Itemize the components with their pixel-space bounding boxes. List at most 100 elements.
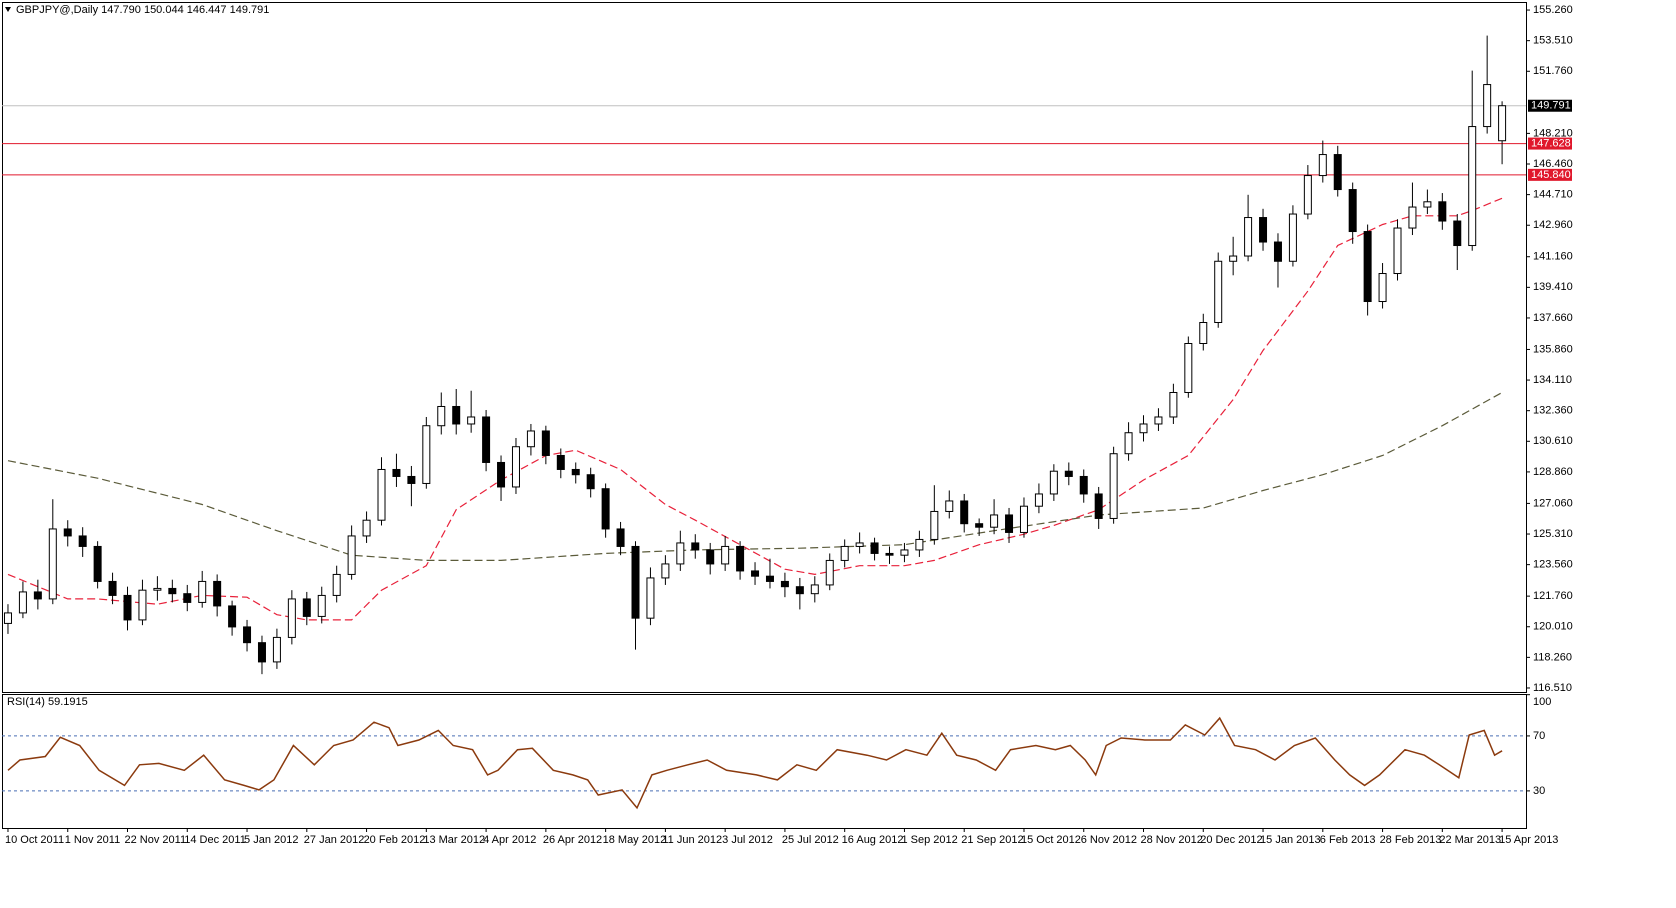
candle-body [1124, 432, 1133, 455]
x-tick-label: 15 Jan 2013 [1260, 834, 1321, 846]
rsi-tick-label: 30 [1533, 785, 1545, 797]
candle-body [1498, 105, 1507, 142]
candle-body [1094, 493, 1103, 519]
chart-header: GBPJPY@,Daily 147.790 150.044 146.447 14… [16, 4, 269, 16]
candle-body [33, 591, 42, 600]
x-tick-label: 15 Apr 2013 [1499, 834, 1558, 846]
x-tick-label: 21 Sep 2012 [961, 834, 1023, 846]
candle-body [422, 425, 431, 484]
y-tick-label: 116.510 [1533, 682, 1572, 694]
candle-body [676, 542, 685, 565]
level-label: 149.791 [1531, 100, 1571, 112]
candle-body [571, 468, 580, 476]
y-tick-label: 125.310 [1533, 528, 1573, 540]
candle-body [302, 598, 311, 617]
candle-body [1229, 255, 1238, 262]
x-tick-label: 14 Dec 2011 [184, 834, 246, 846]
y-tick-label: 120.010 [1533, 621, 1573, 633]
candle-body [885, 552, 894, 556]
candle-body [646, 577, 655, 619]
candle-body [78, 535, 87, 547]
candle-body [272, 636, 281, 663]
y-tick-label: 151.760 [1533, 65, 1573, 77]
price-panel [2, 2, 1527, 693]
candle-body [153, 587, 162, 591]
x-tick-label: 4 Apr 2012 [483, 834, 536, 846]
candle-body [780, 580, 789, 588]
candle-body [990, 514, 999, 528]
candle-body [1348, 189, 1357, 233]
candle-body [228, 605, 237, 628]
candle-body [631, 545, 640, 619]
x-tick-label: 15 Oct 2012 [1021, 834, 1081, 846]
moving-average [7, 391, 1503, 561]
candle-body [1199, 322, 1208, 345]
candle-body [63, 528, 72, 537]
y-tick-label: 153.510 [1533, 35, 1573, 47]
x-tick-label: 16 Aug 2012 [842, 834, 904, 846]
candle-body [3, 612, 12, 624]
y-tick-label: 135.860 [1533, 343, 1573, 355]
y-tick-label: 130.610 [1533, 435, 1573, 447]
candle-body [855, 542, 864, 547]
candle-body [1483, 84, 1492, 128]
x-tick-label: 5 Jan 2012 [244, 834, 298, 846]
candle-body [616, 528, 625, 547]
level-label: 145.840 [1531, 169, 1571, 181]
y-tick-label: 127.060 [1533, 497, 1573, 509]
candle-body [1244, 217, 1253, 257]
candle-body [1408, 206, 1417, 229]
x-tick-label: 1 Nov 2011 [65, 834, 120, 846]
candle-body [795, 586, 804, 595]
candle-body [1034, 493, 1043, 507]
x-tick-label: 6 Nov 2012 [1081, 834, 1137, 846]
candle-body [437, 405, 446, 427]
candle-body [18, 591, 27, 614]
y-tick-label: 134.110 [1533, 374, 1572, 386]
menu-arrow-icon[interactable] [5, 7, 11, 12]
candle-body [1169, 391, 1178, 418]
candle-body [1468, 126, 1477, 247]
y-tick-label: 146.460 [1533, 158, 1573, 170]
candle-body [183, 593, 192, 603]
level-label: 147.628 [1531, 137, 1571, 149]
candle-body [332, 573, 341, 596]
candle-body [168, 587, 177, 595]
candle-body [1154, 416, 1163, 425]
candle-body [975, 523, 984, 528]
x-tick-label: 10 Oct 2011 [5, 834, 64, 846]
candle-body [1288, 213, 1297, 262]
rsi-tick-label: 100 [1533, 696, 1551, 708]
candle-body [48, 528, 57, 600]
candle-body [556, 454, 565, 470]
candle-body [736, 545, 745, 572]
x-tick-label: 22 Nov 2011 [125, 834, 187, 846]
x-tick-label: 28 Nov 2012 [1141, 834, 1203, 846]
rsi-line [7, 716, 1503, 810]
candle-body [1318, 154, 1327, 177]
candle-body [511, 446, 520, 488]
candle-body [1049, 470, 1058, 495]
candle-body [706, 549, 715, 565]
candle-body [452, 405, 461, 425]
x-tick-label: 28 Feb 2013 [1380, 834, 1442, 846]
y-tick-label: 128.860 [1533, 466, 1573, 478]
candle-body [1019, 505, 1028, 533]
candle-body [1333, 154, 1342, 191]
y-tick-label: 155.260 [1533, 4, 1573, 16]
candle-body [1259, 217, 1268, 243]
level-label-box [1528, 168, 1572, 181]
y-tick-label: 139.410 [1533, 281, 1573, 293]
x-tick-label: 18 May 2012 [603, 834, 667, 846]
candle-body [317, 594, 326, 617]
candle-body [1303, 175, 1312, 215]
x-tick-label: 20 Dec 2012 [1200, 834, 1262, 846]
candle-body [1453, 220, 1462, 247]
candle-body [392, 468, 401, 477]
candle-body [407, 475, 416, 484]
candle-body [825, 559, 834, 586]
candle-body [1139, 423, 1148, 434]
